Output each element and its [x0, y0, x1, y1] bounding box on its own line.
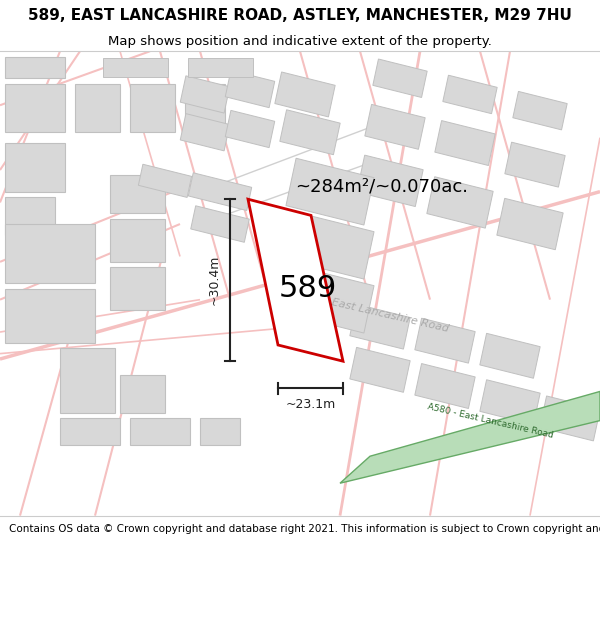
Text: ~23.1m: ~23.1m [286, 398, 335, 411]
Polygon shape [200, 418, 240, 446]
Polygon shape [139, 164, 191, 198]
Polygon shape [110, 268, 165, 311]
Polygon shape [280, 110, 340, 155]
Polygon shape [480, 380, 540, 425]
Text: A580 - East Lancashire Road: A580 - East Lancashire Road [426, 402, 554, 439]
Polygon shape [443, 75, 497, 114]
Text: ~30.4m: ~30.4m [208, 255, 221, 306]
Polygon shape [513, 91, 567, 130]
Polygon shape [415, 364, 475, 409]
Polygon shape [286, 266, 374, 333]
Polygon shape [103, 58, 167, 77]
Polygon shape [415, 318, 475, 363]
Polygon shape [225, 111, 275, 148]
Polygon shape [5, 197, 55, 235]
Polygon shape [505, 142, 565, 187]
Polygon shape [373, 59, 427, 98]
Text: Map shows position and indicative extent of the property.: Map shows position and indicative extent… [108, 34, 492, 48]
Polygon shape [540, 396, 600, 441]
Polygon shape [5, 84, 65, 132]
Polygon shape [286, 213, 374, 279]
Polygon shape [427, 177, 493, 228]
Polygon shape [350, 304, 410, 349]
Polygon shape [60, 348, 115, 413]
Polygon shape [497, 198, 563, 250]
Text: East Lancashire Road: East Lancashire Road [331, 298, 449, 334]
Polygon shape [75, 84, 120, 132]
Polygon shape [5, 224, 95, 283]
Polygon shape [286, 158, 374, 225]
Polygon shape [120, 375, 165, 413]
Polygon shape [180, 76, 230, 113]
Polygon shape [365, 104, 425, 149]
Polygon shape [110, 176, 165, 213]
Polygon shape [350, 348, 410, 392]
Polygon shape [130, 418, 190, 446]
Polygon shape [110, 219, 165, 262]
Polygon shape [480, 333, 540, 378]
Polygon shape [340, 391, 600, 483]
Polygon shape [185, 84, 225, 132]
Polygon shape [225, 71, 275, 108]
Text: 589: 589 [279, 274, 337, 303]
Polygon shape [5, 57, 65, 78]
Polygon shape [191, 206, 249, 242]
Polygon shape [60, 418, 120, 446]
Polygon shape [275, 72, 335, 117]
Polygon shape [187, 58, 253, 77]
Text: ~284m²/~0.070ac.: ~284m²/~0.070ac. [295, 177, 468, 195]
Text: Contains OS data © Crown copyright and database right 2021. This information is : Contains OS data © Crown copyright and d… [9, 524, 600, 534]
Polygon shape [248, 199, 343, 361]
Polygon shape [5, 143, 65, 192]
Polygon shape [435, 121, 495, 166]
Polygon shape [180, 114, 230, 151]
Polygon shape [130, 84, 175, 132]
Polygon shape [5, 289, 95, 343]
Text: 589, EAST LANCASHIRE ROAD, ASTLEY, MANCHESTER, M29 7HU: 589, EAST LANCASHIRE ROAD, ASTLEY, MANCH… [28, 8, 572, 23]
Polygon shape [357, 155, 423, 206]
Polygon shape [188, 173, 252, 211]
